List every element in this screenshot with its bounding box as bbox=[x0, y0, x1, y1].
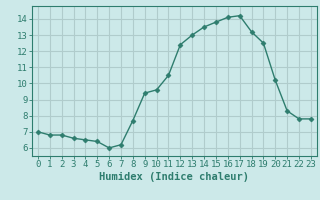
X-axis label: Humidex (Indice chaleur): Humidex (Indice chaleur) bbox=[100, 172, 249, 182]
